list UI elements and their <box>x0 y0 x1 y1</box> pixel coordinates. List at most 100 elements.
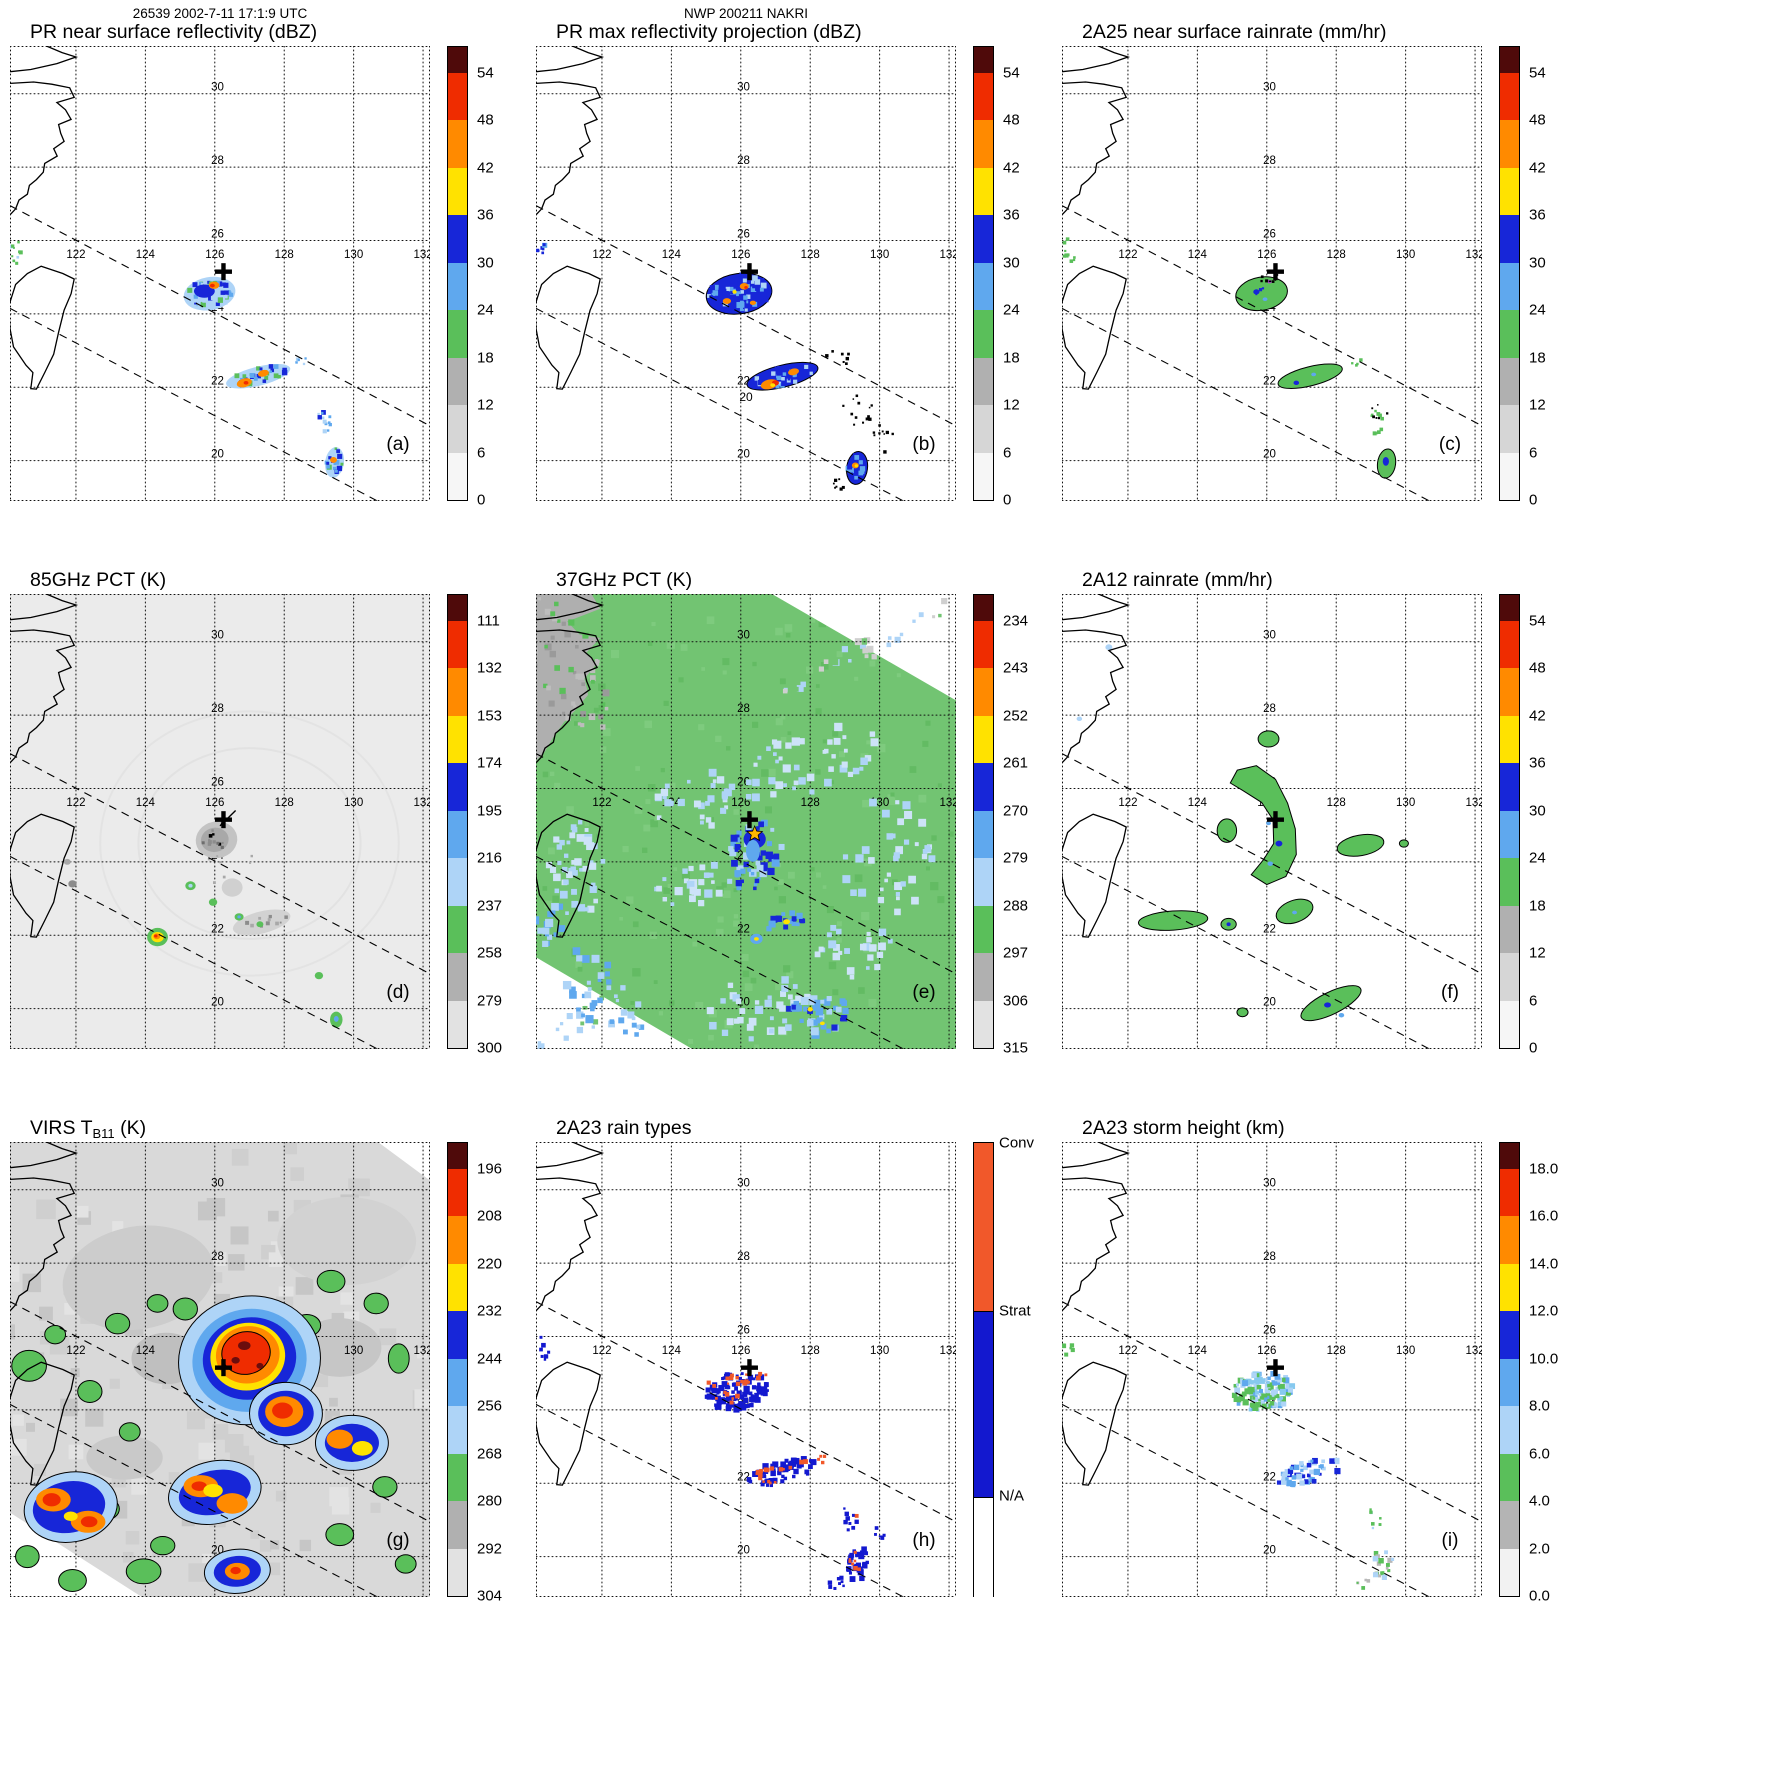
colorbar-segment <box>448 1169 467 1217</box>
map-i: 122124126128130132202224262830(i) <box>1062 1142 1482 1597</box>
svg-text:124: 124 <box>662 1345 682 1357</box>
svg-text:20: 20 <box>211 449 224 461</box>
svg-text:130: 130 <box>1396 1345 1415 1357</box>
svg-text:22: 22 <box>737 923 750 935</box>
colorbar-segment <box>1500 167 1519 216</box>
colorbar-tick: 30 <box>477 254 494 272</box>
colorbar-tick: 315 <box>1003 1039 1029 1057</box>
colorbar-tick: 18 <box>1003 349 1020 367</box>
colorbar-tick: 0 <box>1003 491 1012 509</box>
svg-text:132: 132 <box>1465 797 1482 809</box>
panel-d: 85GHz PCT (K)122124126128130132202224262… <box>10 568 536 1116</box>
colorbar-segment <box>974 858 993 906</box>
colorbar-segment <box>1500 1216 1519 1264</box>
colorbar-tick: 54 <box>1003 64 1020 82</box>
panel-b-title: PR max reflectivity projection (dBZ) <box>556 21 862 43</box>
colorbar-tick: 234 <box>1003 612 1029 630</box>
colorbar-segment <box>1500 1453 1519 1502</box>
colorbar-tick: 132 <box>477 659 503 677</box>
svg-text:128: 128 <box>1327 797 1346 809</box>
colorbar-tick: 174 <box>477 754 503 772</box>
colorbar-tick: 54 <box>1529 64 1546 82</box>
svg-text:126: 126 <box>205 797 224 809</box>
map-g: 122124126128130132202224262830(g) <box>10 1142 430 1597</box>
panel-f-title: 2A12 rainrate (mm/hr) <box>1082 569 1273 591</box>
colorbar-tick: 300 <box>477 1039 503 1057</box>
colorbar-cap <box>448 1143 467 1169</box>
colorbar-segment <box>1500 621 1519 669</box>
colorbar-tick: 14.0 <box>1529 1255 1559 1273</box>
svg-text:124: 124 <box>136 249 156 261</box>
colorbar-segment <box>1500 310 1519 358</box>
svg-text:132: 132 <box>939 1345 956 1357</box>
svg-text:128: 128 <box>275 797 294 809</box>
colorbar-cap <box>974 595 993 621</box>
colorbar-segment <box>974 1000 993 1048</box>
colorbar-b <box>973 46 994 501</box>
colorbar-segment <box>974 262 993 311</box>
colorbar-tick: 48 <box>1529 111 1546 129</box>
colorbar-tick: 36 <box>477 206 494 224</box>
colorbar-tick: 306 <box>1003 992 1029 1010</box>
colorbar-tick: 36 <box>1529 206 1546 224</box>
svg-text:26: 26 <box>1263 228 1276 240</box>
colorbar-tick: 0.0 <box>1529 1587 1550 1605</box>
svg-text:128: 128 <box>275 249 294 261</box>
svg-text:122: 122 <box>66 1345 85 1357</box>
svg-text:122: 122 <box>1118 1345 1137 1357</box>
panel-e-title: 37GHz PCT (K) <box>556 569 693 591</box>
colorbar-a <box>447 46 468 501</box>
colorbar-cap <box>1500 47 1519 73</box>
svg-text:26: 26 <box>737 228 750 240</box>
colorbar-segment <box>974 215 993 263</box>
svg-text:20: 20 <box>739 390 753 404</box>
svg-text:30: 30 <box>1263 82 1276 94</box>
svg-text:132: 132 <box>413 1345 430 1357</box>
colorbar-segment <box>448 858 467 906</box>
colorbar-segment <box>448 1216 467 1264</box>
colorbar-segment <box>448 905 467 954</box>
colorbar-tick: 18 <box>477 349 494 367</box>
colorbar-tick: 12 <box>1529 944 1546 962</box>
panel-c-title: 2A25 near surface rainrate (mm/hr) <box>1082 21 1387 43</box>
colorbar-segment <box>448 73 467 121</box>
colorbar-segment <box>448 120 467 168</box>
svg-text:122: 122 <box>1118 249 1137 261</box>
colorbar-f <box>1499 594 1520 1049</box>
svg-text:28: 28 <box>737 1251 750 1263</box>
colorbar-segment <box>974 1497 993 1598</box>
svg-text:28: 28 <box>211 155 224 167</box>
svg-text:22: 22 <box>1263 1471 1276 1483</box>
svg-text:126: 126 <box>731 797 750 809</box>
colorbar-segment <box>448 810 467 859</box>
colorbar-segment <box>448 1501 467 1549</box>
svg-text:124: 124 <box>1188 1345 1208 1357</box>
colorbar-segment <box>1500 1311 1519 1359</box>
colorbar-tick: 54 <box>477 64 494 82</box>
svg-text:20: 20 <box>211 997 224 1009</box>
colorbar-tick: 2.0 <box>1529 1540 1550 1558</box>
panel-h: 2A23 rain types1221241261281301322022242… <box>536 1116 1062 1664</box>
colorbar-d <box>447 594 468 1049</box>
svg-text:30: 30 <box>1263 630 1276 642</box>
svg-text:20: 20 <box>1263 1545 1276 1557</box>
svg-text:28: 28 <box>1263 703 1276 715</box>
colorbar-segment <box>974 405 993 453</box>
colorbar-segment <box>1500 953 1519 1001</box>
colorbar-c <box>1499 46 1520 501</box>
svg-text:128: 128 <box>801 249 820 261</box>
colorbar-tick: 36 <box>1529 754 1546 772</box>
colorbar-segment <box>1500 810 1519 859</box>
svg-text:130: 130 <box>870 249 889 261</box>
colorbar-h <box>973 1142 994 1598</box>
svg-text:30: 30 <box>737 630 750 642</box>
colorbar-segment <box>448 715 467 764</box>
colorbar-tick: 48 <box>477 111 494 129</box>
colorbar-segment <box>448 405 467 453</box>
svg-text:126: 126 <box>1257 249 1276 261</box>
svg-text:30: 30 <box>737 1178 750 1190</box>
svg-text:130: 130 <box>870 1345 889 1357</box>
colorbar-tick: 24 <box>1529 849 1546 867</box>
panel-i-letter: (i) <box>1442 1530 1459 1551</box>
colorbar-segment <box>448 953 467 1001</box>
